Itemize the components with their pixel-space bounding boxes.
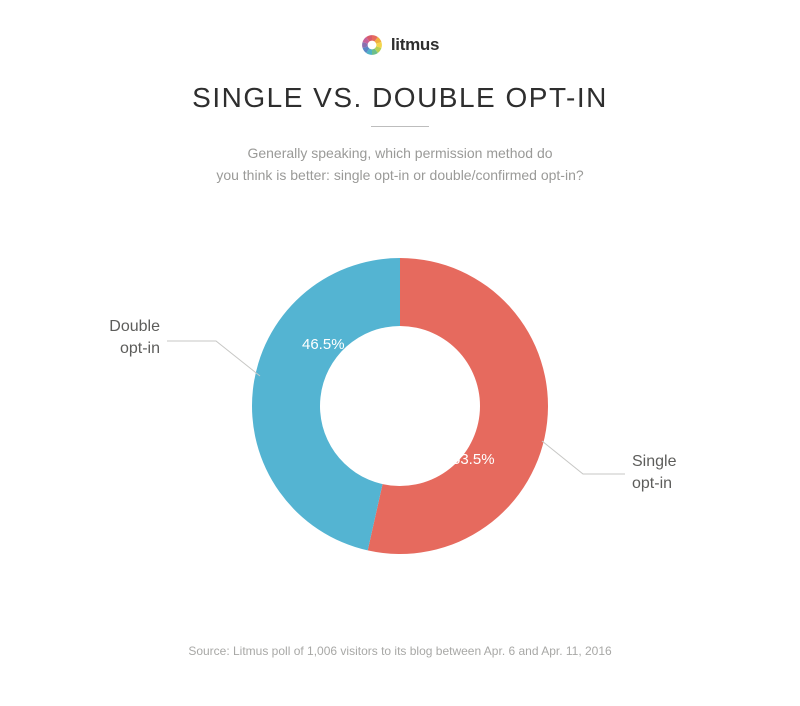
logo-text: litmus [391,35,439,55]
pct-double: 46.5% [302,336,345,353]
subtitle-line-2: you think is better: single opt-in or do… [216,167,583,183]
leader-single [0,206,800,606]
chart-title: SINGLE VS. DOUBLE OPT-IN [0,82,800,114]
source-citation: Source: Litmus poll of 1,006 visitors to… [0,644,800,658]
donut-chart: Double opt-in Single opt-in 46.5% 53.5% [0,206,800,606]
logo-wheel-icon [361,34,383,56]
brand-logo: litmus [0,0,800,56]
pct-single: 53.5% [452,451,495,468]
title-underline [371,126,429,127]
subtitle-line-1: Generally speaking, which permission met… [247,145,552,161]
chart-subtitle: Generally speaking, which permission met… [0,143,800,186]
